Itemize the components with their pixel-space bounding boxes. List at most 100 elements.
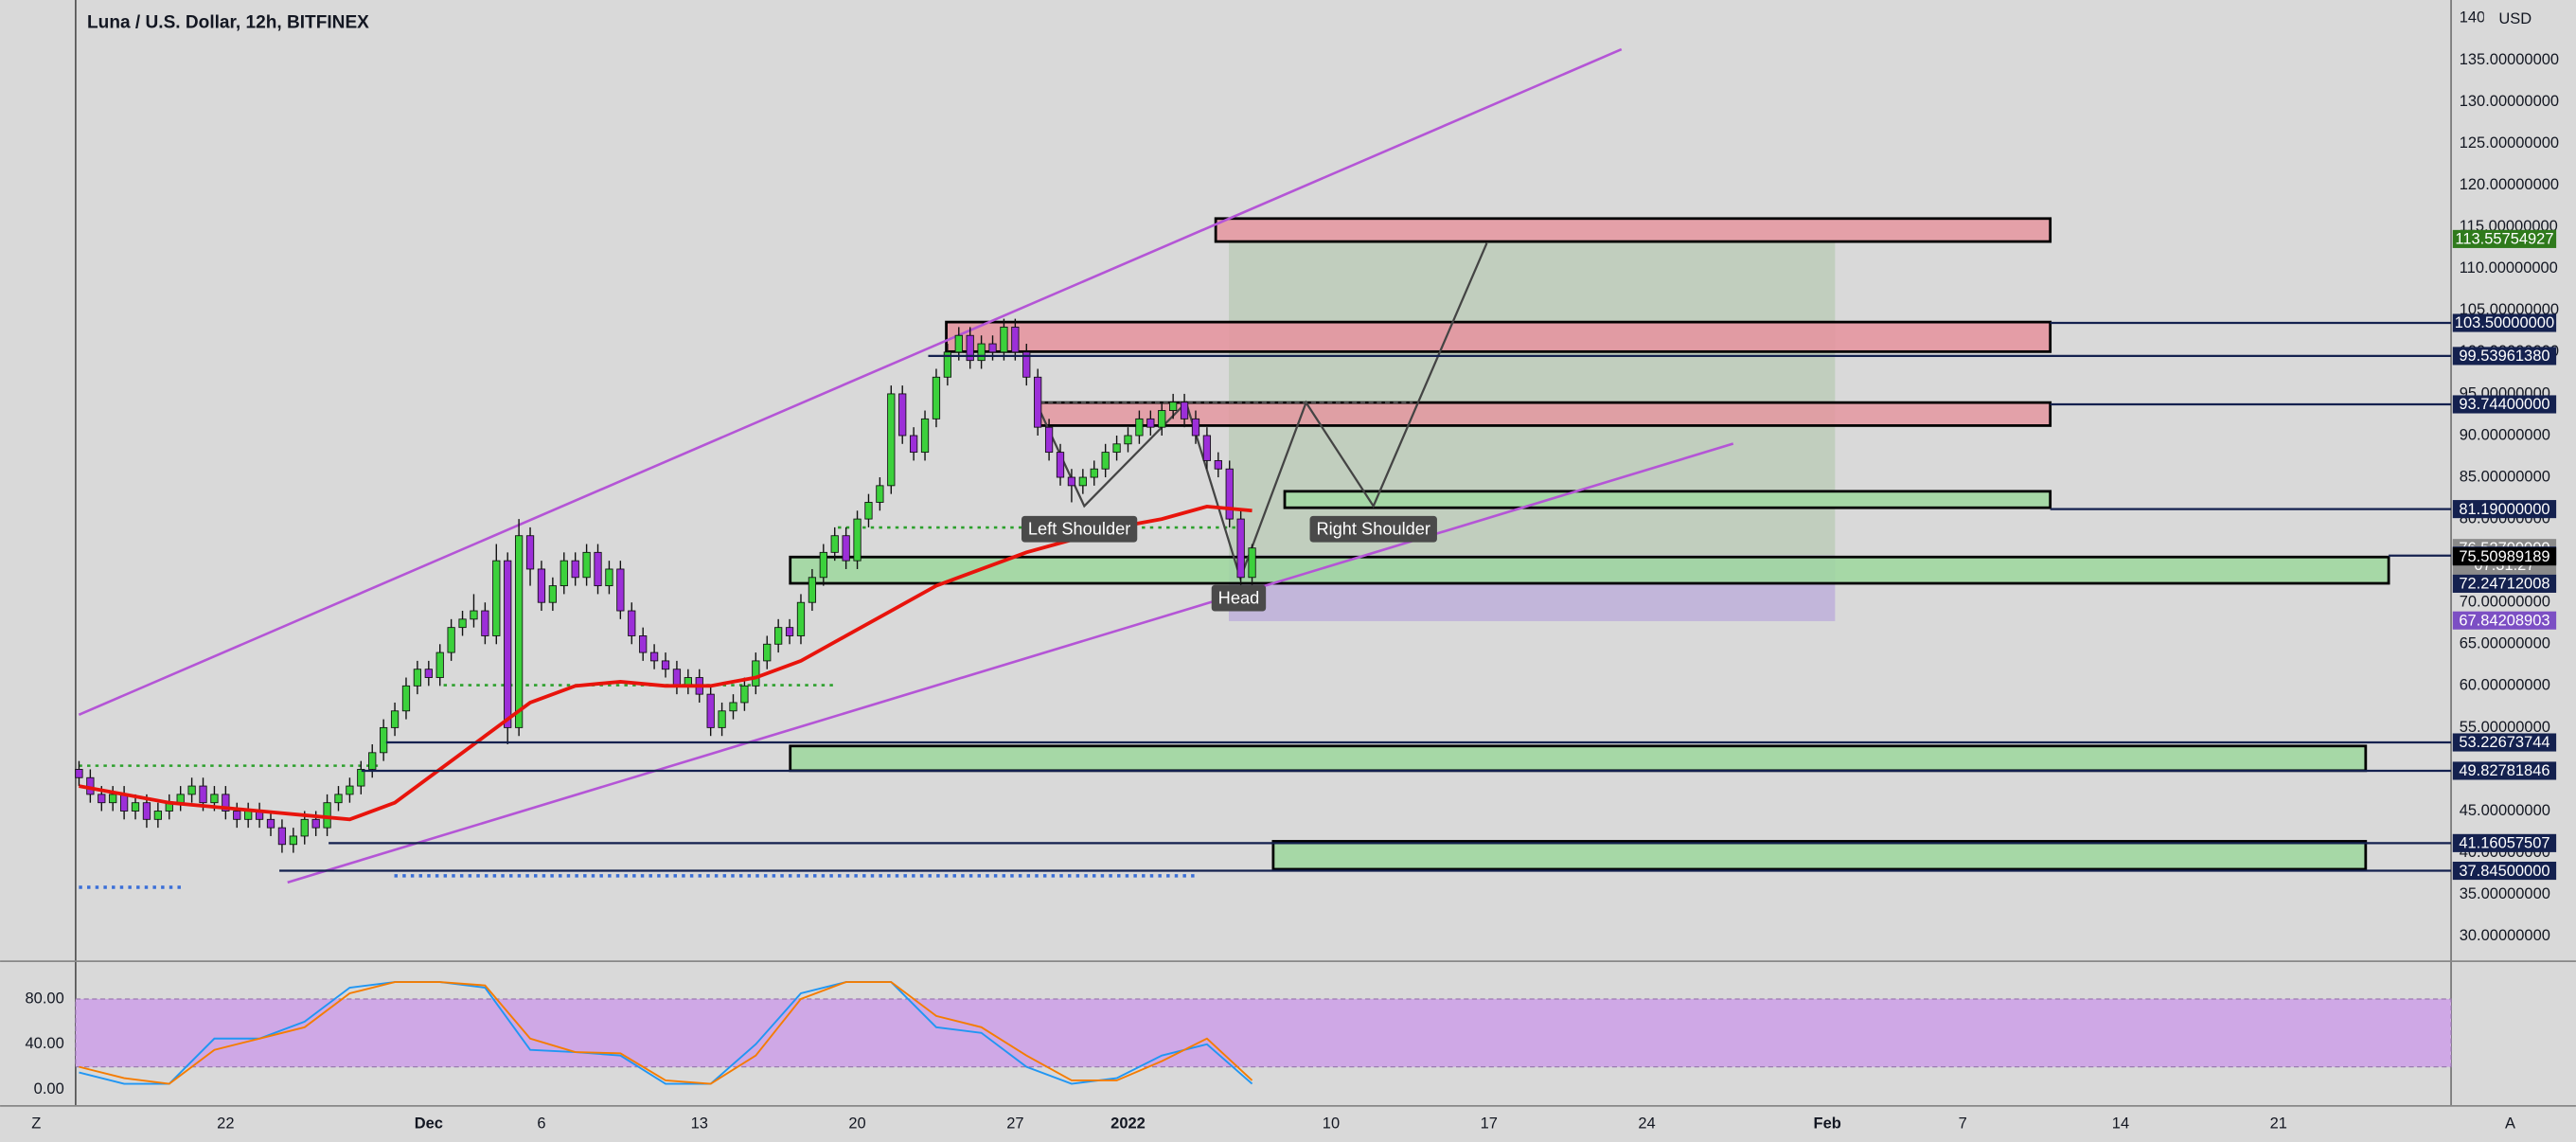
candle-body [458,618,467,629]
price-badge-label: 41.16057507 [2459,835,2549,852]
candle-body [537,568,546,603]
x-tick-label: 17 [1481,1115,1498,1132]
price-badge [2452,862,2557,881]
candle-body [1044,426,1054,454]
candle-body [706,693,715,728]
x-tick-label: 14 [2112,1115,2129,1132]
y-tick-label: 130.00000000 [2460,93,2559,110]
drawings [78,47,2390,889]
candle-body [1225,468,1234,520]
candle-body [1011,326,1020,353]
candle-body [920,418,930,454]
candle-body [1101,452,1110,470]
x-tick-label: 27 [1006,1115,1023,1132]
candle-body [514,535,524,728]
candle-body [988,343,997,353]
x-tick-label: 2022 [1110,1115,1146,1132]
candle-body [876,485,884,503]
candle-body [1124,435,1132,445]
y-tick-label: 45.00000000 [2460,802,2550,819]
candle-body [142,802,151,820]
oscillator-line [79,981,1253,1085]
price-badge-label: 37.84500000 [2459,863,2549,880]
price-badge-label: 49.82781846 [2459,762,2549,779]
resistance-box [1214,217,2052,243]
candle-body [1034,376,1042,428]
candle-body [187,785,196,795]
annotation: Left Shoulder [1021,515,1138,543]
candle-body [401,685,411,712]
currency-backdrop [2483,6,2576,31]
candle-body [616,568,625,612]
y-tick-label: 110.00000000 [2460,259,2558,277]
candle-body [661,660,670,670]
candle-body [954,334,963,353]
candle-body [1146,418,1155,428]
candle-body [1090,468,1098,478]
price-badge [2452,229,2557,248]
x-tick-label: Feb [1814,1115,1841,1132]
resistance-box [945,320,2052,353]
channel-line [287,442,1734,884]
candle-body [1214,459,1222,470]
y-tick-label: 30.00000000 [2460,927,2550,944]
candle-body [380,726,388,754]
price-badge-label: 75.50989189 [2459,548,2549,565]
y-tick-label: 55.00000000 [2460,719,2550,736]
candle-body [311,818,320,829]
candle-body [481,610,489,636]
auto-scale-button[interactable]: A [2505,1115,2515,1132]
price-badge-label: 99.53961380 [2459,348,2549,365]
moving-average [79,504,1252,822]
candle-body [323,802,331,829]
x-tick-label: Dec [415,1115,443,1132]
candle-body [752,660,760,687]
price-badge [2452,733,2557,752]
oscillator-band [75,998,2452,1068]
candle-body [334,794,343,804]
candle-body [898,393,907,437]
candle-body [1180,401,1189,419]
timezone-button[interactable]: Z [31,1115,41,1132]
y-tick-label: 120.00000000 [2460,176,2559,193]
candle-body [346,785,354,795]
y-tick-label: 65.00000000 [2460,635,2550,652]
candle-body [1169,401,1178,411]
candle-body [199,785,207,804]
candle-body [1000,326,1008,353]
chart-title: Luna / U.S. Dollar, 12h, BITFINEX [87,12,369,32]
candle-body [560,560,568,587]
y-tick-label: 70.00000000 [2460,594,2550,611]
candle-body [390,710,400,728]
candle-body [1191,418,1200,437]
candle-body [233,811,241,820]
candle-body [222,794,230,812]
candle-body [808,577,817,603]
candle-body [504,560,512,728]
candle-body [1067,476,1076,487]
candle-body [1078,476,1087,487]
price-badge-label: 67.84208903 [2459,612,2549,629]
candle-body [729,702,737,712]
candle-body [785,627,794,636]
candle-body [368,752,377,770]
x-tick-label: 6 [537,1115,545,1132]
oscillator-tick-label: 80.00 [26,990,64,1007]
candle-body [819,551,827,579]
candle-body [289,835,297,846]
x-tick-label: 24 [1638,1115,1655,1132]
support-box [1283,490,2052,509]
candle-body [75,769,83,778]
price-badge-label: 81.19000000 [2459,501,2549,518]
candle-body [796,601,806,636]
annotation-box [1021,515,1138,543]
candle-body [774,627,783,645]
oscillator-line [79,981,1253,1085]
candle-body [864,502,873,520]
candle-body [277,827,287,846]
candle-body [1135,418,1144,437]
candle-body [98,794,106,804]
annotation-label: Left Shoulder [1028,519,1130,538]
x-tick-label: 10 [1323,1115,1340,1132]
x-tick-label: 22 [217,1115,234,1132]
